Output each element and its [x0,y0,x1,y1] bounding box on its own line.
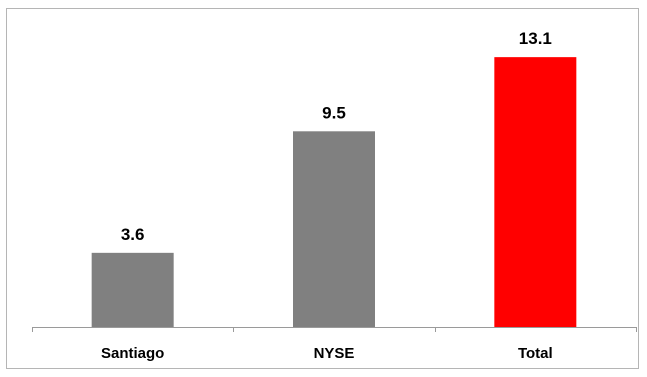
x-tick-label-total: Total [518,345,553,362]
bar-santiago [91,252,174,327]
x-tick-label-nyse: NYSE [314,345,355,362]
data-label-santiago: 3.6 [121,225,145,244]
bar-total [494,57,577,327]
data-label-nyse: 9.5 [322,103,346,122]
data-label-total: 13.1 [519,29,552,48]
bar-nyse [293,131,375,327]
x-tick-label-santiago: Santiago [101,345,164,362]
